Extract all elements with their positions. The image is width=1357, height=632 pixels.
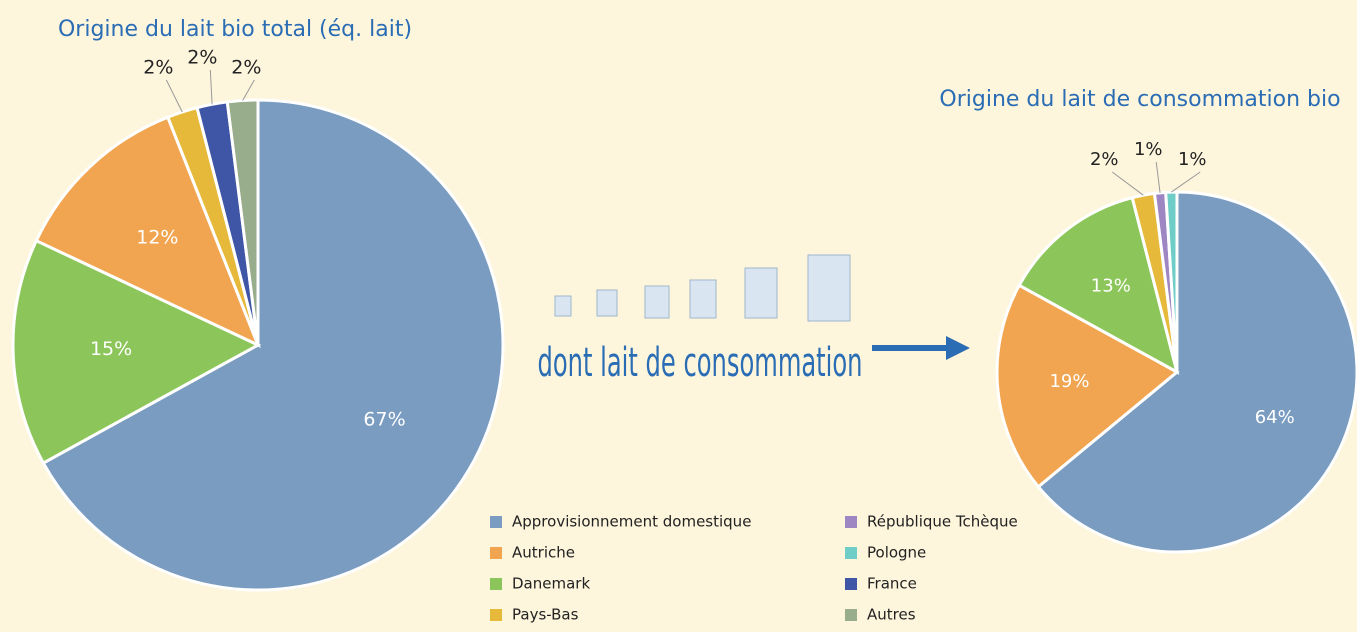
legend-label: Pologne — [867, 544, 926, 562]
legend-label: Autriche — [512, 544, 575, 562]
legend-swatch — [490, 609, 502, 621]
leader-line — [165, 79, 183, 113]
leader-line — [209, 69, 213, 105]
carton — [689, 279, 717, 319]
value-label: 1% — [1178, 149, 1207, 170]
carton — [596, 289, 618, 317]
legend-swatch — [845, 516, 857, 528]
value-label: 19% — [1049, 371, 1089, 392]
pie-slice — [1036, 190, 1357, 554]
arrow-head — [946, 336, 970, 360]
carton — [807, 254, 851, 322]
milk-cartons — [554, 254, 851, 322]
legend-label: République Tchèque — [867, 513, 1018, 531]
pie-slice — [1017, 195, 1180, 375]
carton — [644, 285, 670, 319]
value-label: 2% — [231, 57, 261, 79]
legend-swatch — [845, 578, 857, 590]
carton — [744, 267, 778, 319]
pie-slice — [34, 115, 261, 348]
legend-label: France — [867, 575, 917, 593]
legend-swatch — [490, 578, 502, 590]
legend-swatch — [845, 609, 857, 621]
value-label: 2% — [143, 57, 173, 79]
carton — [554, 295, 572, 317]
legend-label: Pays-Bas — [512, 606, 579, 624]
value-label: 64% — [1255, 407, 1295, 428]
legend-label: Approvisionnement domestique — [512, 513, 751, 531]
leader-line — [1111, 171, 1144, 196]
value-label: 13% — [1091, 276, 1131, 297]
pie-slice — [11, 238, 262, 466]
value-label: 67% — [363, 408, 405, 430]
legend-swatch — [845, 547, 857, 559]
legend-label: Danemark — [512, 575, 590, 593]
chart-title: Origine du lait bio total (éq. lait) — [58, 17, 412, 42]
value-label: 1% — [1134, 139, 1163, 160]
value-label: 2% — [187, 47, 217, 69]
legend-swatch — [490, 547, 502, 559]
annotation: dont lait de consommation — [538, 340, 863, 386]
value-label: 15% — [90, 338, 132, 360]
value-label: 12% — [136, 226, 178, 248]
leader-line — [1155, 161, 1161, 193]
pie-slice — [41, 98, 505, 592]
chart-title: Origine du lait de consommation bio — [939, 87, 1340, 112]
leader-line — [242, 79, 255, 101]
leader-line — [1171, 171, 1201, 193]
pie-slice — [225, 98, 260, 346]
legend-swatch — [490, 516, 502, 528]
legend-label: Autres — [867, 606, 916, 624]
value-label: 2% — [1090, 149, 1119, 170]
pie-slice — [995, 283, 1180, 489]
